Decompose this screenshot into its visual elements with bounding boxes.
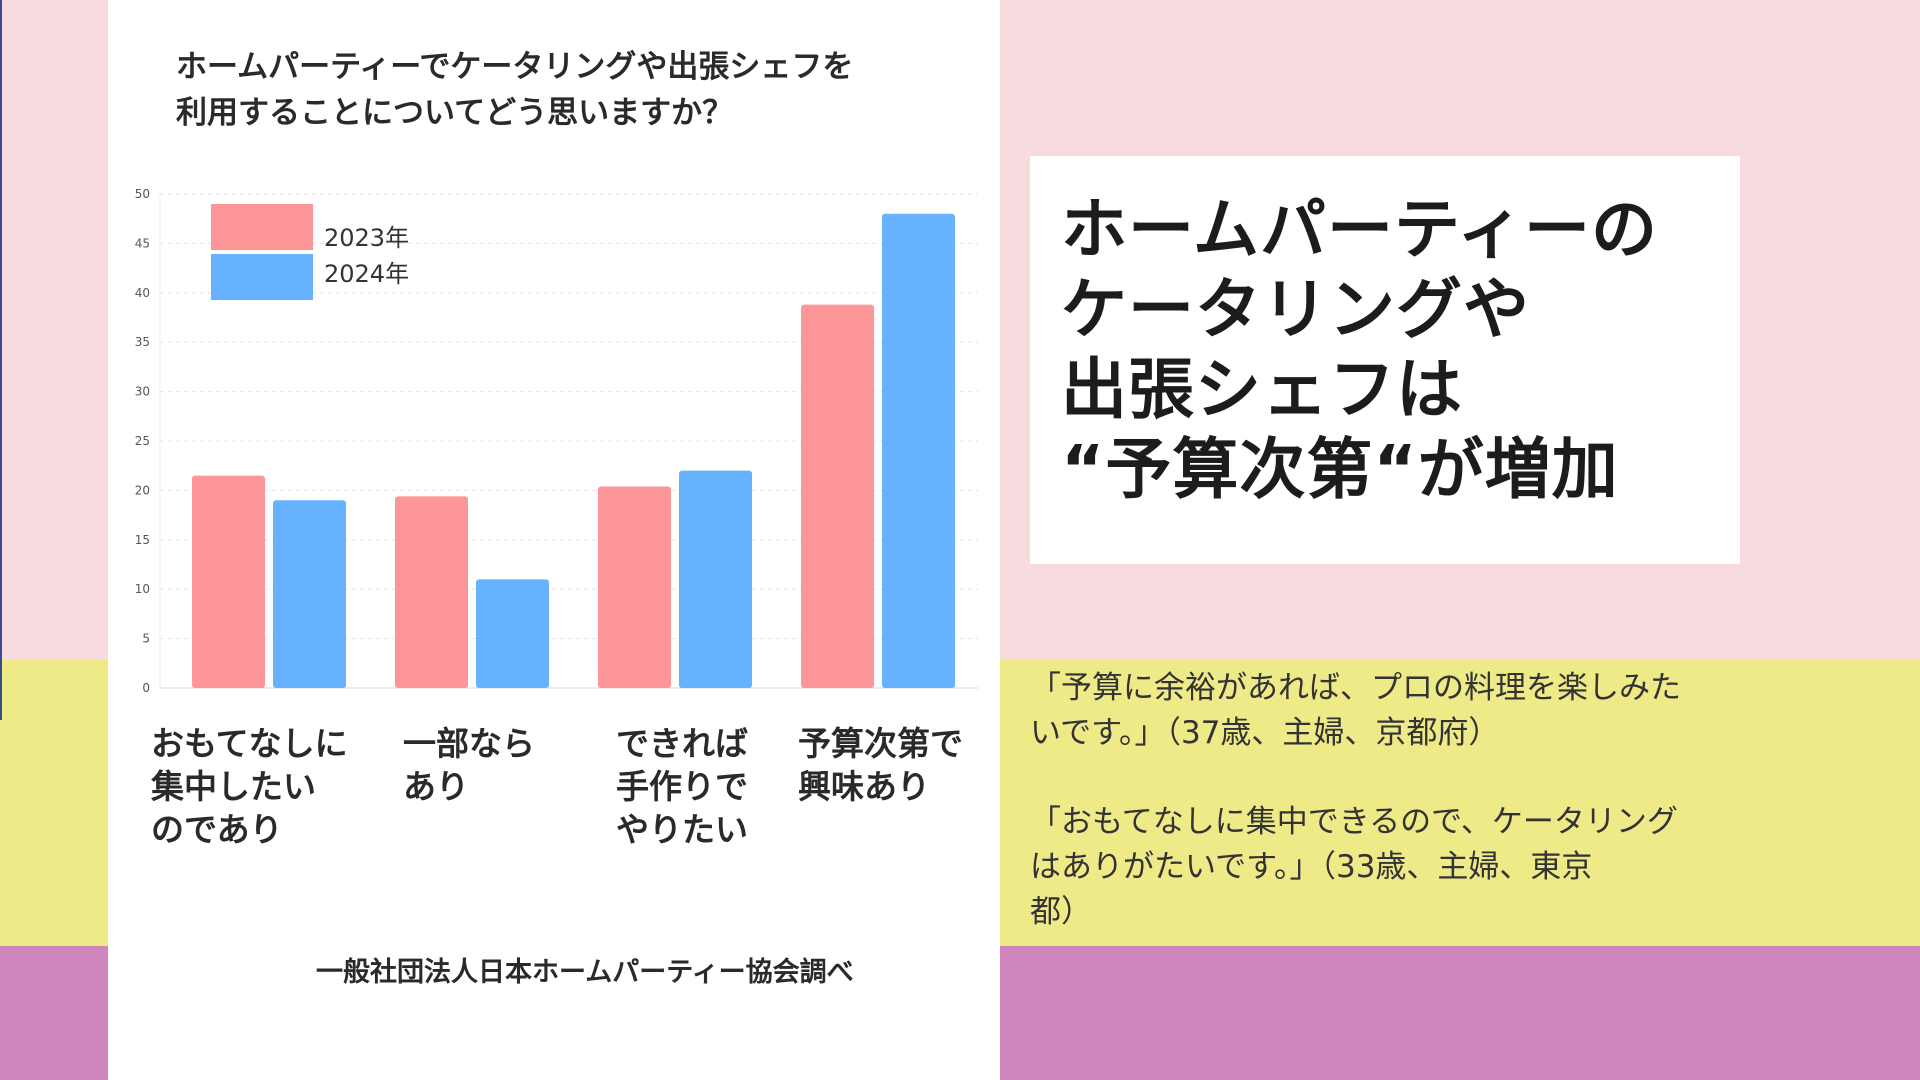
chart-panel: ホームパーティーでケータリングや出張シェフを 利用することについてどう思いますか… (108, 0, 1000, 1080)
x-category-label: 予算次第で 興味あり (798, 724, 963, 806)
legend-label: 2024年 (324, 260, 409, 288)
y-tick-label: 25 (135, 434, 150, 448)
bar-2024年 (882, 213, 955, 688)
y-tick-label: 50 (135, 187, 150, 201)
source-note: 一般社団法人日本ホームパーティー協会調べ (316, 957, 854, 988)
y-tick-label: 30 (135, 385, 150, 399)
x-category-label: できれば 手作りで やりたい (616, 724, 748, 849)
y-tick-label: 0 (142, 681, 150, 695)
bar-2023年 (192, 475, 265, 688)
y-tick-label: 15 (135, 533, 150, 547)
x-category-label: おもてなしに 集中したい のであり (151, 724, 348, 849)
bar-2024年 (679, 470, 752, 688)
x-category-label: 一部なら あり (403, 724, 535, 806)
bar-chart: 0 5 10 15 20 25 30 35 40 45 50 2023年 2024年 (135, 187, 978, 695)
y-tick-label: 5 (142, 632, 150, 646)
legend-label: 2023年 (324, 224, 409, 252)
y-tick-label: 40 (135, 286, 150, 300)
bar-2024年 (476, 579, 549, 688)
bar-2023年 (801, 304, 874, 688)
y-tick-label: 45 (135, 236, 150, 250)
headline: ホームパーティーの ケータリングや 出張シェフは “予算次第“が増加 (1061, 191, 1659, 508)
left-edge-line (0, 0, 2, 720)
bar-2023年 (598, 486, 671, 688)
headline-box: ホームパーティーの ケータリングや 出張シェフは “予算次第“が増加 (1030, 156, 1740, 564)
bar-2024年 (273, 500, 346, 688)
legend-swatch (211, 254, 313, 300)
respondent-quote: 「おもてなしに集中できるので、ケータリング はありがたいです。」（33歳、主婦、… (1030, 804, 1678, 930)
y-tick-label: 35 (135, 335, 150, 349)
y-tick-label: 20 (135, 483, 150, 497)
respondent-quote: 「予算に余裕があれば、プロの料理を楽しみた いです。」（37歳、主婦、京都府） (1030, 670, 1681, 751)
chart-title: ホームパーティーでケータリングや出張シェフを 利用することについてどう思いますか… (176, 49, 854, 131)
legend-swatch (211, 204, 313, 250)
bar-2023年 (395, 496, 468, 688)
y-tick-label: 10 (135, 582, 150, 596)
